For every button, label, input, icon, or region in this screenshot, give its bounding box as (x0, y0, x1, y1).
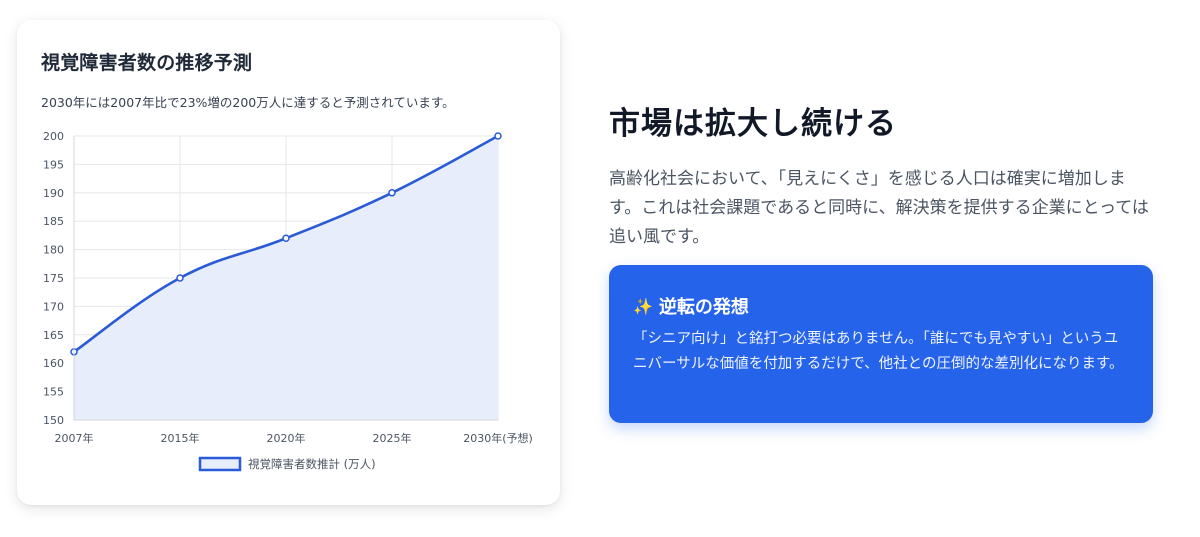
market-section: 市場は拡大し続ける 高齢化社会において、「見えにくさ」を感じる人口は確実に増加し… (609, 98, 1169, 252)
y-tick-label: 175 (43, 272, 64, 285)
insight-box: ✨ 逆転の発想 「シニア向け」と銘打つ必要はありません。「誰にでも見やすい」とい… (609, 265, 1153, 423)
x-tick-label: 2007年 (55, 431, 94, 445)
insight-title: 逆転の発想 (658, 297, 749, 318)
y-tick-label: 160 (43, 357, 64, 370)
series-area (74, 136, 498, 420)
y-tick-label: 165 (43, 329, 64, 342)
x-tick-label: 2020年 (267, 431, 306, 445)
chart-description: 2030年には2007年比で23%増の200万人に達すると予測されています。 (41, 95, 455, 110)
line-chart: 150 155 160 165 170 175 180 185 190 195 200 2007年 20… (43, 130, 533, 472)
data-point (282, 234, 290, 242)
x-tick-label: 2015年 (161, 431, 200, 445)
chart-title: 視覚障害者数の推移予測 (41, 52, 253, 74)
y-tick-label: 170 (43, 300, 64, 313)
section-body: 高齢化社会において、「見えにくさ」を感じる人口は確実に増加します。これは社会課題… (609, 169, 1149, 247)
data-point (494, 132, 502, 140)
x-tick-label: 2030年(予想) (463, 431, 533, 445)
legend-swatch (198, 456, 242, 472)
x-tick-label: 2025年 (373, 431, 412, 445)
legend-label: 視覚障害者数推計 (万人) (248, 457, 376, 471)
y-tick-label: 195 (43, 158, 64, 171)
insight-text: 「シニア向け」と銘打つ必要はありません。「誰にでも見やすい」というユニバーサルな… (633, 331, 1124, 372)
sparkles-icon: ✨ (633, 296, 653, 316)
data-point (176, 274, 184, 282)
section-headline: 市場は拡大し続ける (609, 106, 897, 142)
y-tick-label: 180 (43, 244, 64, 257)
y-tick-label: 190 (43, 187, 64, 200)
insight-title-row: ✨ 逆転の発想 (633, 293, 1129, 319)
y-tick-label: 155 (43, 386, 64, 399)
chart-card: 視覚障害者数の推移予測 2030年には2007年比で23%増の200万人に達する… (17, 20, 560, 505)
y-tick-label: 150 (43, 414, 64, 427)
y-tick-label: 185 (43, 215, 64, 228)
data-point (388, 189, 396, 197)
y-tick-label: 200 (43, 130, 64, 143)
